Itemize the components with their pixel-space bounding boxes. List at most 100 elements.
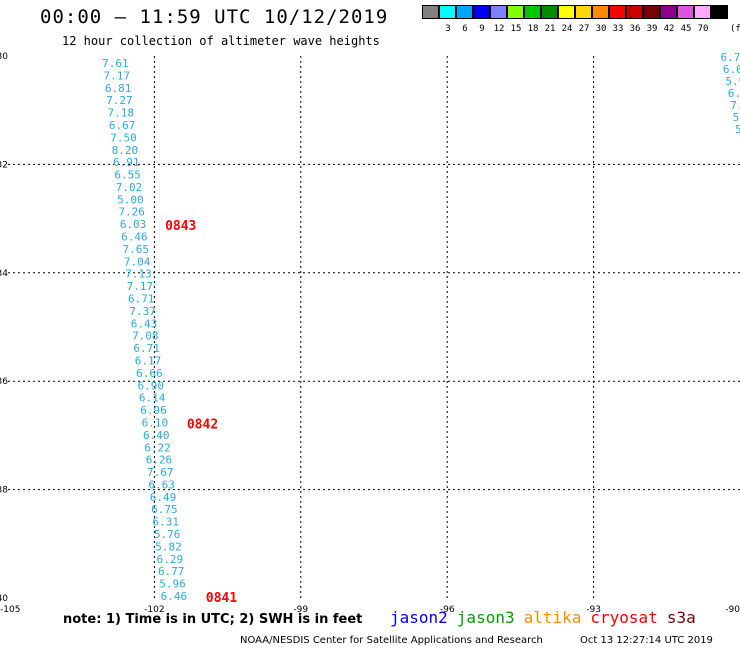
scale-swatch <box>711 5 728 19</box>
wave-height-label: 7.02 <box>116 181 143 194</box>
satellite-legend: jason2 jason3 altika cryosat s3a <box>390 608 705 627</box>
lat-tick-label: -30 <box>0 52 8 62</box>
wave-height-label: 6.26 <box>146 454 173 467</box>
wave-height-label: 6.49 <box>150 491 177 504</box>
wave-height-label: 7.65 <box>123 243 150 256</box>
wave-height-label: 7.26 <box>118 206 145 219</box>
footnote: note: 1) Time is in UTC; 2) SWH is in fe… <box>63 612 363 627</box>
wave-height-label: 6.75 <box>151 503 178 516</box>
scale-swatch <box>490 5 507 19</box>
scale-label: 9 <box>479 24 485 34</box>
wave-height-label: 7.50 <box>110 131 137 144</box>
scale-swatch <box>524 5 541 19</box>
time-label: 0842 <box>187 417 218 432</box>
wave-height-label: 6.66 <box>136 367 163 380</box>
wave-height-label: 6.43 <box>131 317 158 330</box>
scale-swatch <box>694 5 711 19</box>
scale-label: 15 <box>510 24 522 34</box>
wave-height-label: 6.90 <box>138 379 165 392</box>
lon-tick-label: -96 <box>440 605 455 615</box>
wave-height-label: 6.0 <box>728 87 740 100</box>
scale-label: 18 <box>527 24 539 34</box>
lon-tick-label: -93 <box>586 605 601 615</box>
wave-height-label: 6.77 <box>158 565 185 578</box>
scale-swatch <box>507 5 524 19</box>
wave-height-label: 6.31 <box>152 516 179 529</box>
wave-height-label: 6.55 <box>114 169 141 182</box>
satellite-cryosat: cryosat <box>590 608 658 627</box>
lon-tick-label: -105 <box>0 605 20 615</box>
wave-height-label: 6.75 <box>720 51 740 64</box>
wave-height-label: 6.10 <box>142 416 169 429</box>
map-title: 00:00 – 11:59 UTC 10/12/2019 <box>40 6 389 28</box>
scale-swatch <box>575 5 592 19</box>
scale-label: 30 <box>595 24 607 34</box>
wave-height-label: 8.20 <box>112 144 139 157</box>
scale-swatch <box>643 5 660 19</box>
lon-tick-label: -102 <box>144 605 164 615</box>
scale-swatch <box>609 5 626 19</box>
generated-timestamp: Oct 13 12:27:14 UTC 2019 <box>580 635 713 646</box>
lat-tick-label: -40 <box>0 594 8 604</box>
wave-height-label: 6.17 <box>135 354 162 367</box>
scale-swatch <box>456 5 473 19</box>
scale-label: 12 <box>493 24 505 34</box>
wave-height-label: 6.46 <box>121 231 148 244</box>
scale-label: 45 <box>680 24 692 34</box>
altimeter-track: 7.617.176.817.277.186.677.508.206.916.55… <box>102 51 740 606</box>
time-label: 0841 <box>206 591 237 606</box>
wave-height-label: 6.91 <box>113 156 140 169</box>
scale-swatch <box>626 5 643 19</box>
wave-height-label: 6.63 <box>148 478 175 491</box>
scale-label: 27 <box>578 24 590 34</box>
wave-height-label: 7.61 <box>102 57 129 70</box>
wave-height-label: 7. <box>730 99 740 112</box>
wave-height-label: 5 <box>735 123 740 136</box>
wave-height-label: 6.67 <box>109 119 136 132</box>
scale-label: 33 <box>612 24 624 34</box>
lat-tick-label: -34 <box>0 269 8 279</box>
lat-tick-label: -32 <box>0 160 8 170</box>
scale-label: 3 <box>445 24 451 34</box>
wave-height-label: 5.76 <box>154 528 181 541</box>
wave-height-label: 7.67 <box>147 466 174 479</box>
lat-tick-label: -38 <box>0 486 8 496</box>
time-label: 0843 <box>165 219 196 234</box>
wave-height-label: 7.17 <box>127 280 154 293</box>
scale-swatch <box>592 5 609 19</box>
lon-tick-label: -99 <box>293 605 308 615</box>
wave-height-label: 7.27 <box>106 94 133 107</box>
scale-label: 70 <box>697 24 709 34</box>
scale-swatch <box>558 5 575 19</box>
wave-height-label: 7.08 <box>132 330 159 343</box>
wave-height-label: 7.37 <box>129 305 156 318</box>
graticule <box>8 56 740 598</box>
scale-swatch <box>422 5 439 19</box>
axis-tick-labels: -30 -32 -34 -36 -38 -40-105 -102 -99 -96 -93 -90 <box>0 52 740 615</box>
credit-line: NOAA/NESDIS Center for Satellite Applica… <box>240 635 543 646</box>
wave-height-label: 6.71 <box>133 342 160 355</box>
wave-height-label: 6.22 <box>144 441 171 454</box>
wave-height-label: 6.81 <box>105 82 132 95</box>
wave-height-label: 5.9 <box>725 75 740 88</box>
scale-label: 24 <box>561 24 573 34</box>
wave-height-label: 7.17 <box>103 69 130 82</box>
lon-tick-label: -90 <box>725 605 740 615</box>
wave-height-label: 5.00 <box>117 193 144 206</box>
wave-height-label: 6.14 <box>139 392 166 405</box>
wave-height-label: 7.04 <box>124 255 151 268</box>
wave-height-label: 6.29 <box>157 553 184 566</box>
wave-height-label: 5. <box>733 111 740 124</box>
wave-height-label: 7.18 <box>108 107 135 120</box>
scale-label: 39 <box>646 24 658 34</box>
scale-swatch <box>660 5 677 19</box>
wave-height-label: 6.71 <box>128 293 155 306</box>
wave-height-label: 6.40 <box>143 429 170 442</box>
satellite-altika: altika <box>523 608 582 627</box>
satellite-jason2: jason2 <box>390 608 448 627</box>
wave-height-label: 7.13 <box>125 268 152 281</box>
wave-height-label: 6.08 <box>723 63 740 76</box>
scale-unit: (ft) <box>730 24 740 34</box>
map-subtitle: 12 hour collection of altimeter wave hei… <box>62 34 380 48</box>
